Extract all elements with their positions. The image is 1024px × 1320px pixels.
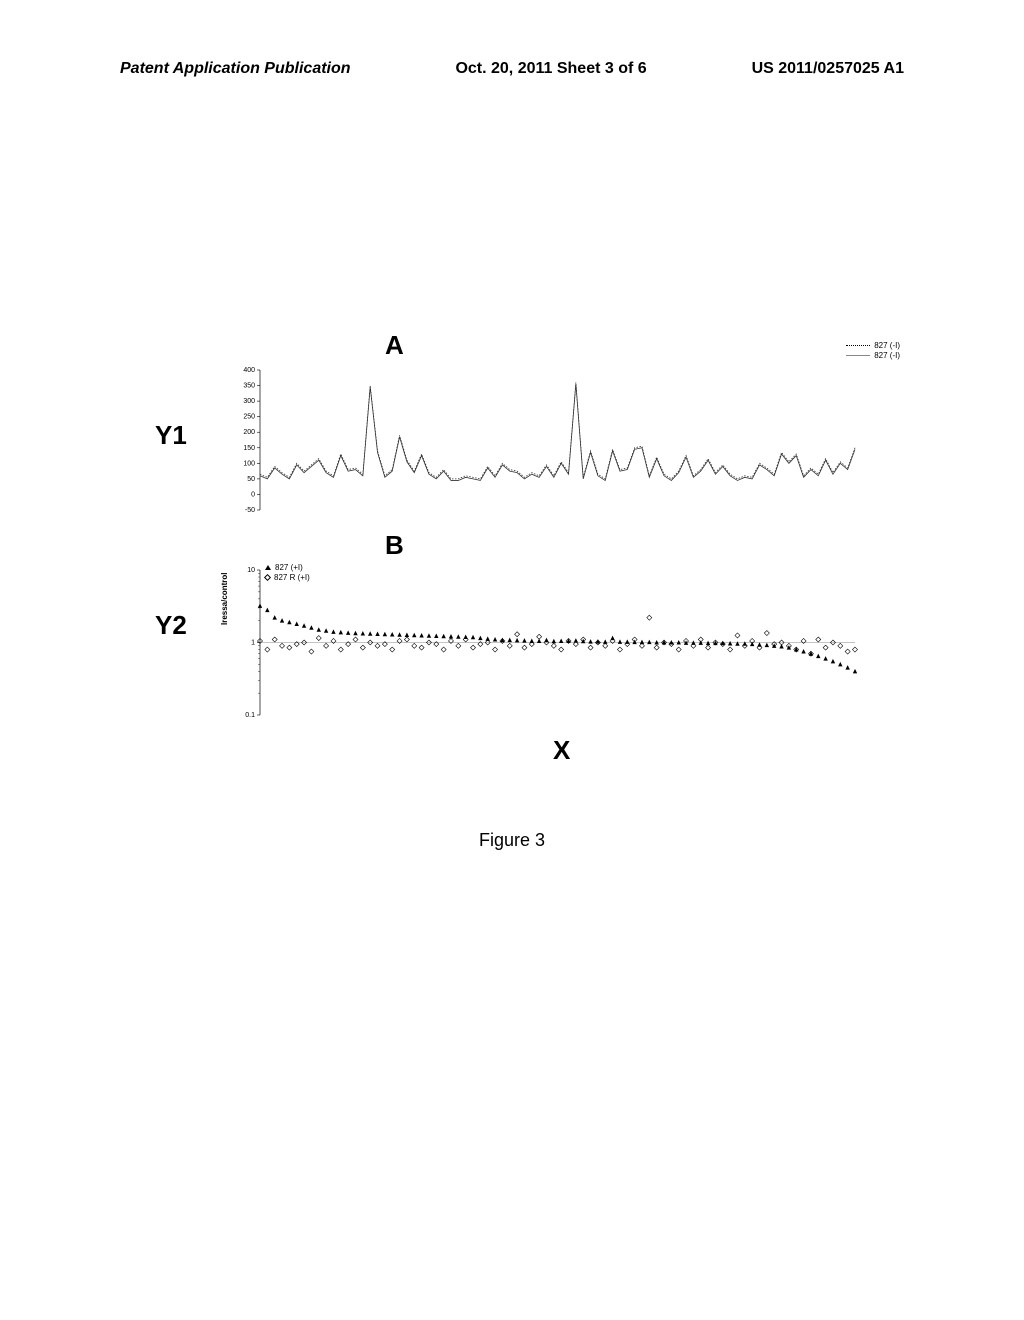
legend-label: 827 (-I) [874, 351, 900, 360]
chart-b-y-title: Iressa/control [220, 573, 229, 625]
chart-b: 0.1 1 10 [235, 565, 855, 720]
svg-text:0: 0 [251, 491, 255, 498]
chart-b-svg: 0.1 1 10 [235, 565, 855, 720]
document-header: Patent Application Publication Oct. 20, … [0, 60, 1024, 78]
svg-text:200: 200 [243, 429, 255, 436]
svg-text:250: 250 [243, 414, 255, 421]
y1-axis-label: Y1 [155, 420, 187, 451]
svg-text:300: 300 [243, 398, 255, 405]
panel-a-legend: 827 (-I) 827 (-I) [846, 340, 900, 360]
chart-a-svg: -50 0 50 100 150 200 250 300 350 400 [235, 370, 855, 515]
legend-label: 827 (-I) [874, 341, 900, 350]
panel-b-label: B [385, 530, 404, 561]
svg-text:150: 150 [243, 445, 255, 452]
dotted-line-icon [846, 345, 870, 346]
x-axis-label: X [553, 735, 570, 766]
figure-caption: Figure 3 [0, 830, 1024, 851]
legend-item: 827 (-I) [846, 350, 900, 360]
svg-text:1: 1 [251, 640, 255, 647]
svg-text:10: 10 [247, 567, 255, 574]
legend-item: 827 (-I) [846, 340, 900, 350]
svg-text:350: 350 [243, 383, 255, 390]
svg-text:400: 400 [243, 367, 255, 374]
chart-a: -50 0 50 100 150 200 250 300 350 400 [235, 370, 855, 515]
svg-text:100: 100 [243, 460, 255, 467]
svg-text:50: 50 [247, 476, 255, 483]
header-publication-type: Patent Application Publication [120, 60, 351, 78]
solid-line-icon [846, 355, 870, 356]
y2-axis-label: Y2 [155, 610, 187, 641]
panel-a-label: A [385, 330, 404, 361]
svg-text:-50: -50 [245, 507, 255, 514]
header-patent-number: US 2011/0257025 A1 [752, 60, 904, 78]
header-date-sheet: Oct. 20, 2011 Sheet 3 of 6 [455, 60, 646, 78]
svg-text:0.1: 0.1 [245, 712, 255, 719]
